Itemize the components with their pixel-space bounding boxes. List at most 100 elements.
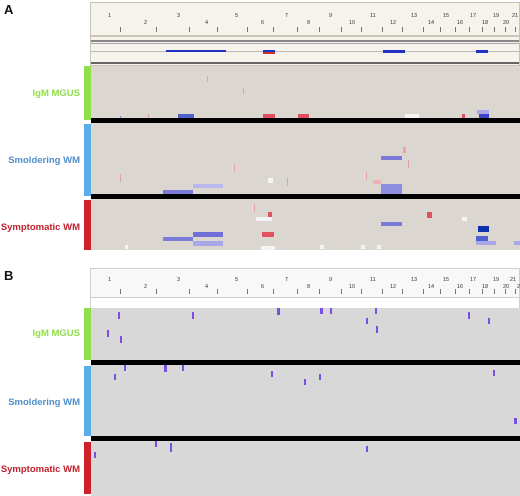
gain-segment xyxy=(298,114,309,118)
chromosome-label-10: 10 xyxy=(349,284,356,290)
panel-b-smold-color-bar xyxy=(84,366,91,436)
loss-segment xyxy=(178,114,194,118)
chromosome-tick xyxy=(120,27,121,32)
panel-a-igm-color-bar xyxy=(84,66,91,120)
summary-gain-segment xyxy=(263,52,275,54)
chromosome-tick xyxy=(494,289,495,294)
chromosome-tick xyxy=(217,27,218,32)
chromosome-label-21: 21 xyxy=(512,13,519,19)
chromosome-tick xyxy=(156,289,157,294)
chromosome-tick xyxy=(494,27,495,32)
chromosome-label-9: 9 xyxy=(329,277,333,283)
gain-segment xyxy=(366,172,367,180)
variant-mark xyxy=(514,418,517,424)
panel-a-sympt-color-bar xyxy=(84,200,91,250)
chromosome-tick xyxy=(482,27,483,32)
gain-segment xyxy=(287,178,288,186)
chromosome-label-22: 22 xyxy=(517,284,520,290)
chromosome-label-19: 19 xyxy=(493,277,500,283)
panel-b-separator xyxy=(91,360,520,365)
chromosome-tick xyxy=(247,27,248,32)
chromosome-tick xyxy=(120,289,121,294)
chromosome-tick xyxy=(402,27,403,32)
neutral-segment xyxy=(320,245,324,249)
chromosome-tick xyxy=(469,27,470,32)
chromosome-tick xyxy=(319,289,320,294)
panel-a-sympt-track xyxy=(91,199,520,250)
chromosome-label-4: 4 xyxy=(205,284,209,290)
variant-mark xyxy=(271,371,273,377)
panel-b-igm-label: IgM MGUS xyxy=(32,328,81,339)
variant-mark xyxy=(376,326,378,333)
chromosome-tick xyxy=(273,27,274,32)
gain-segment xyxy=(462,114,465,118)
gain-segment xyxy=(254,204,255,212)
chromosome-tick xyxy=(469,289,470,294)
panel-a-separator xyxy=(91,118,520,123)
variant-mark xyxy=(304,379,306,385)
panel-b-igm-color-bar xyxy=(84,308,91,360)
chromosome-tick xyxy=(382,289,383,294)
loss-segment xyxy=(193,241,223,246)
variant-mark xyxy=(488,318,490,324)
chromosome-label-18: 18 xyxy=(482,284,489,290)
chromosome-tick xyxy=(440,27,441,32)
loss-segment xyxy=(381,156,402,160)
chromosome-label-12: 12 xyxy=(390,20,397,26)
neutral-segment xyxy=(268,178,273,183)
chromosome-tick xyxy=(505,289,506,294)
summary-loss-segment xyxy=(383,50,405,53)
loss-segment xyxy=(193,184,223,188)
chromosome-tick xyxy=(156,27,157,32)
chromosome-label-15: 15 xyxy=(443,13,450,19)
chromosome-tick xyxy=(247,289,248,294)
chromosome-label-10: 10 xyxy=(349,20,356,26)
panel-b-sympt-color-bar xyxy=(84,442,91,494)
variant-mark xyxy=(375,308,377,314)
chromosome-label-7: 7 xyxy=(285,13,289,19)
gain-segment xyxy=(262,232,274,237)
gain-segment xyxy=(234,164,235,172)
chromosome-tick xyxy=(455,27,456,32)
chromosome-tick xyxy=(515,289,516,294)
gain-segment xyxy=(373,180,381,184)
chromosome-tick xyxy=(505,27,506,32)
chromosome-label-15: 15 xyxy=(443,277,450,283)
loss-segment xyxy=(478,226,489,232)
panel-a-separator xyxy=(91,194,520,199)
panel-a-igm-label: IgM MGUS xyxy=(32,88,81,99)
neutral-segment xyxy=(361,245,365,249)
gain-segment xyxy=(207,76,208,82)
variant-mark xyxy=(366,318,368,324)
gain-segment xyxy=(148,114,149,118)
panel-b-chromosome-header: 12345678910111213141516171819202122 xyxy=(90,268,520,298)
chromosome-label-2: 2 xyxy=(144,20,148,26)
panel-b-separator xyxy=(91,436,520,441)
variant-mark xyxy=(107,330,109,337)
chromosome-tick xyxy=(341,289,342,294)
panel-b-sympt-track xyxy=(91,441,520,496)
chromosome-tick xyxy=(515,27,516,32)
panel-a-smold-track xyxy=(91,123,520,196)
loss-segment xyxy=(476,236,488,241)
loss-segment xyxy=(163,237,193,241)
panel-b-letter: B xyxy=(4,268,14,283)
chromosome-tick xyxy=(217,289,218,294)
chromosome-label-7: 7 xyxy=(285,277,289,283)
chromosome-label-20: 20 xyxy=(503,284,510,290)
chromosome-label-9: 9 xyxy=(329,13,333,19)
gain-segment xyxy=(403,147,406,153)
chromosome-label-16: 16 xyxy=(457,284,464,290)
chromosome-label-12: 12 xyxy=(390,284,397,290)
chromosome-label-1: 1 xyxy=(108,13,112,19)
chromosome-tick xyxy=(319,27,320,32)
variant-mark xyxy=(155,441,157,447)
chromosome-tick xyxy=(361,27,362,32)
chromosome-tick xyxy=(440,289,441,294)
chromosome-label-5: 5 xyxy=(235,277,239,283)
gain-segment xyxy=(268,212,272,218)
variant-mark xyxy=(330,308,332,314)
variant-mark xyxy=(124,365,126,371)
chromosome-label-1: 1 xyxy=(108,277,112,283)
neutral-segment xyxy=(462,217,467,221)
